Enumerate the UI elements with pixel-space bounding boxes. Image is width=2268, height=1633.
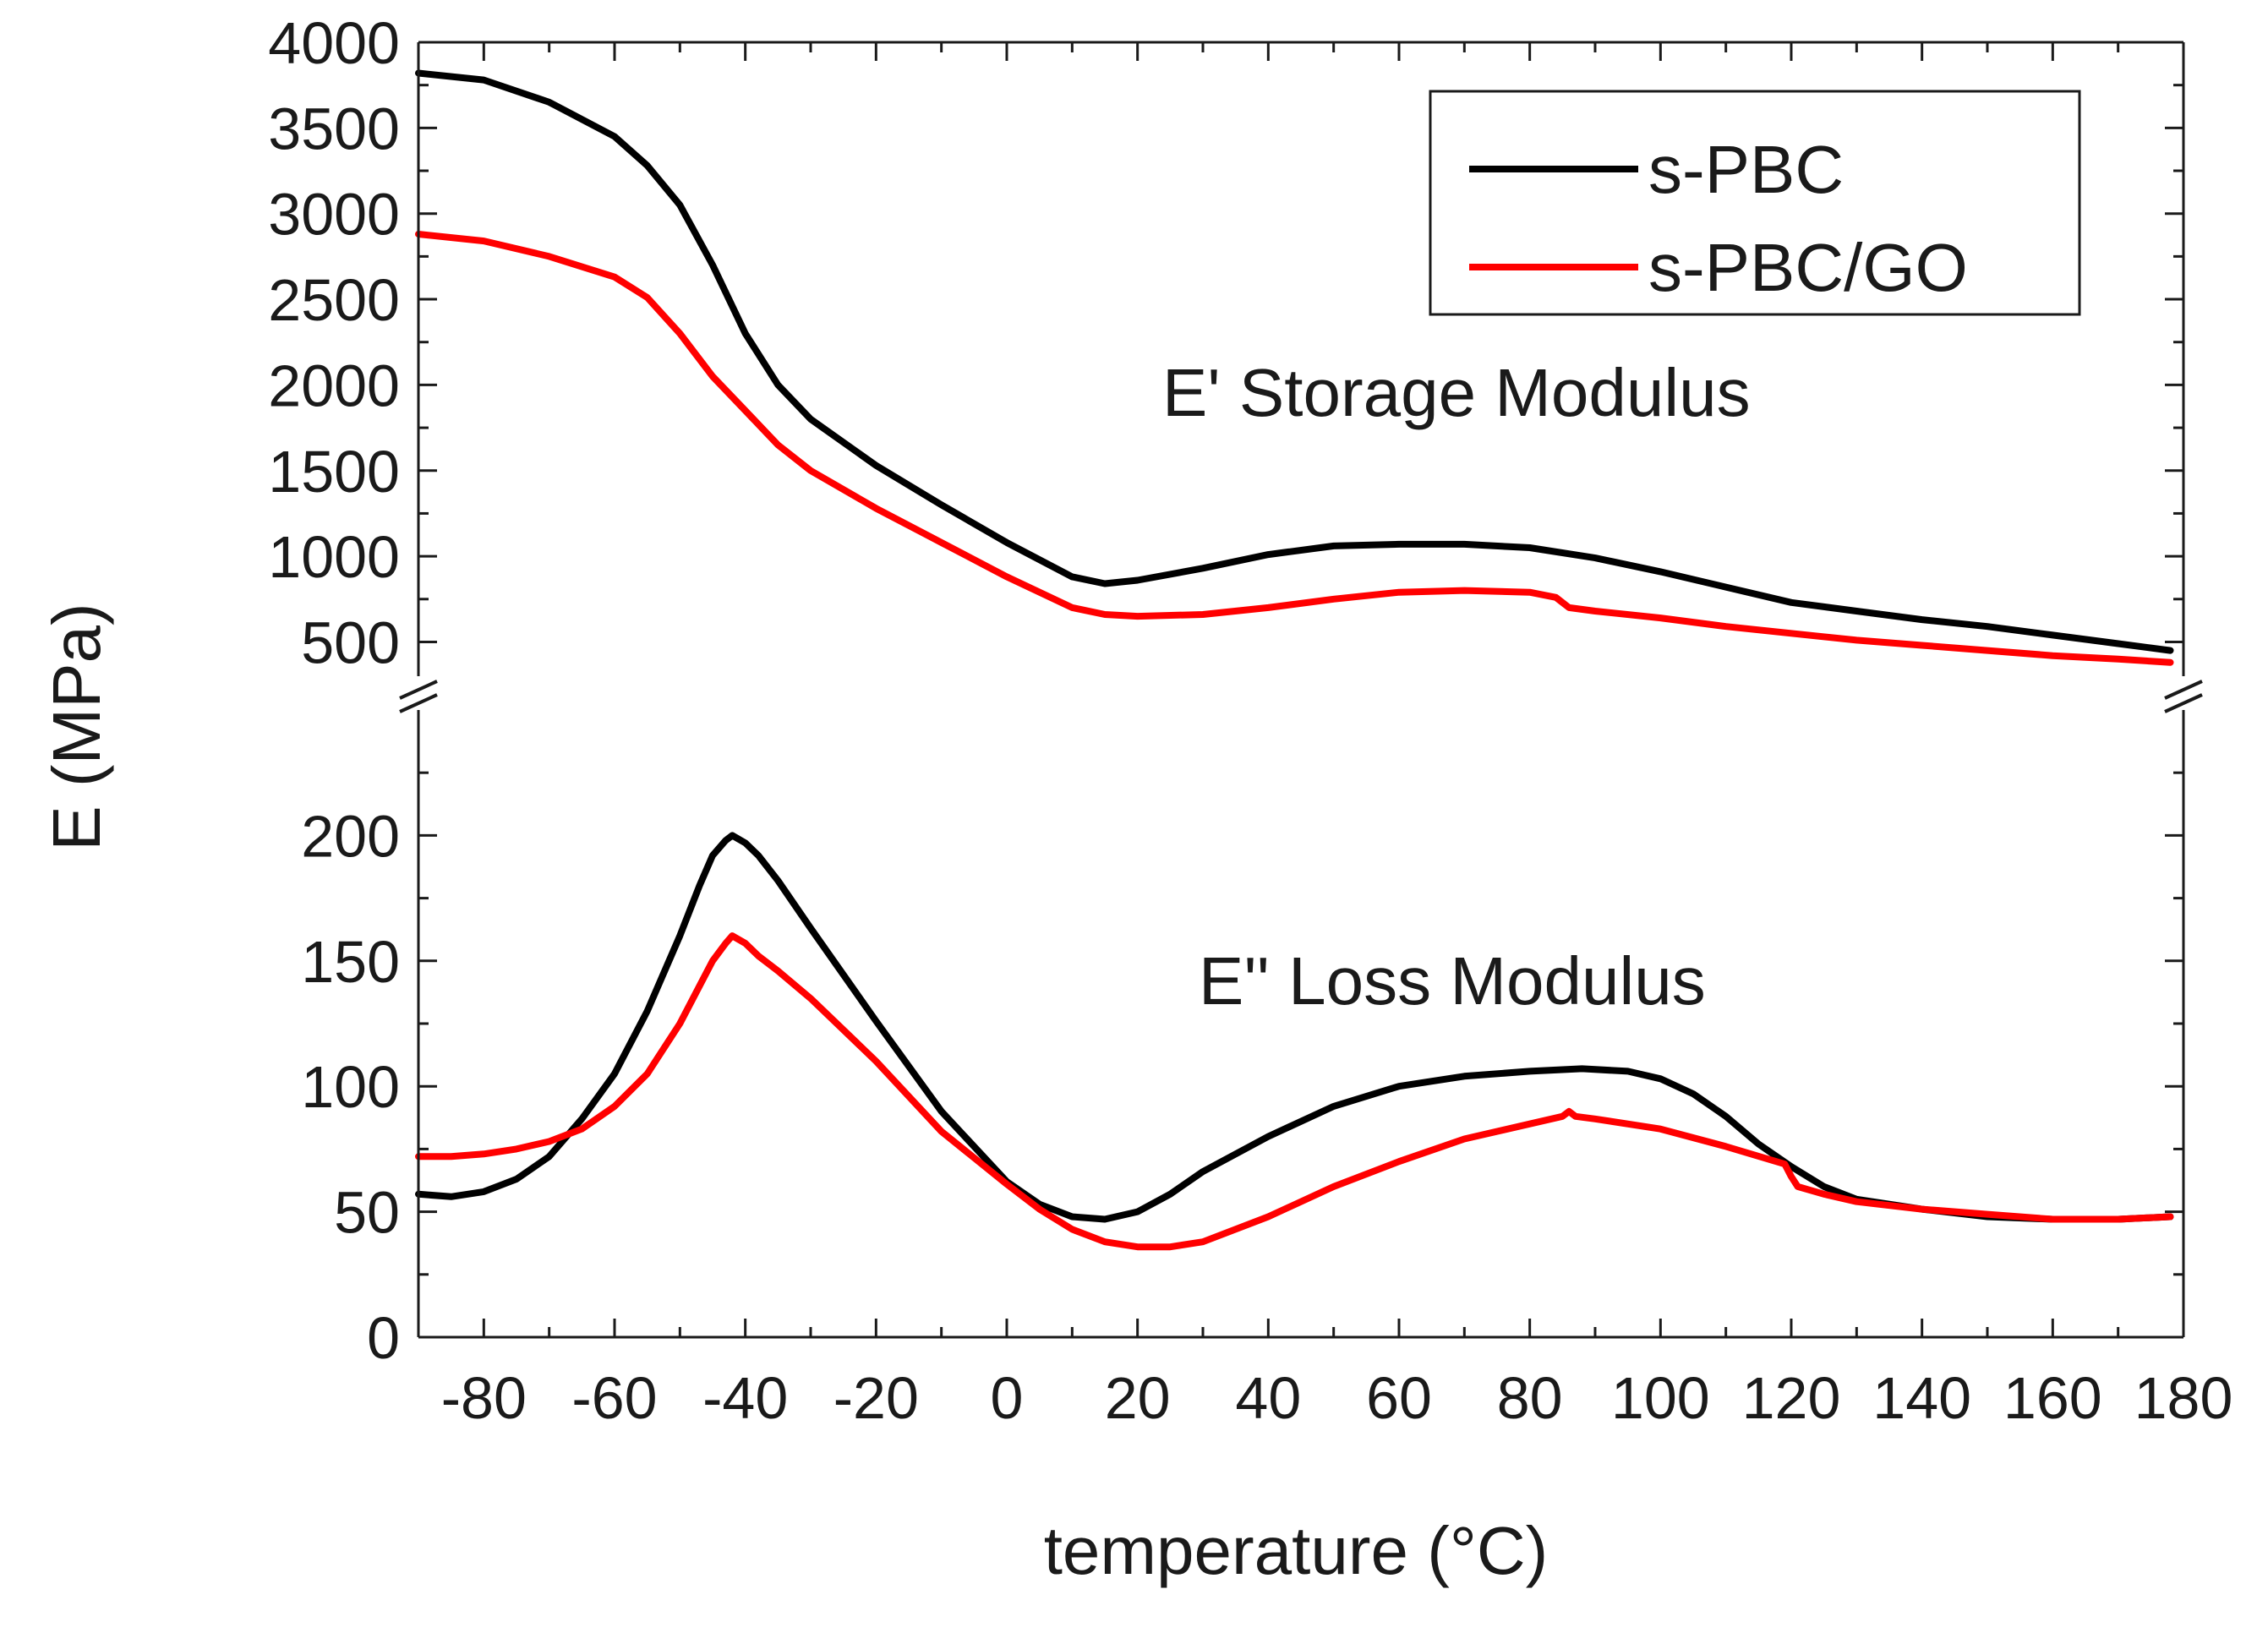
- y-tick-label-upper: 2500: [268, 267, 400, 333]
- x-tick-label: 80: [1497, 1365, 1563, 1431]
- storage-modulus-annotation: E' Storage Modulus: [1162, 355, 1751, 430]
- x-tick-label: 140: [1872, 1365, 1971, 1431]
- x-tick-label: 100: [1611, 1365, 1710, 1431]
- legend-label-s-pbc: s-PBC: [1648, 132, 1844, 207]
- tick-labels: -80 -60 -40 -20 0 20 40 60 80 100 120 140 160 1805001…: [268, 10, 2232, 1431]
- x-tick-label: -80: [441, 1365, 527, 1431]
- y-tick-label-upper: 2000: [268, 352, 400, 418]
- y-tick-label-upper: 1000: [268, 524, 400, 590]
- axis-break-mark-right-1: [2164, 680, 2203, 700]
- x-tick-label: 40: [1235, 1365, 1301, 1431]
- x-tick-label: 120: [1742, 1365, 1841, 1431]
- y-axis-title: E (MPa): [39, 603, 114, 850]
- x-axis-title: temperature (°C): [1044, 1513, 1549, 1588]
- y-tick-label-lower: 0: [367, 1305, 400, 1371]
- series-line-s-pbc-upper: [415, 69, 2174, 654]
- x-tick-label: -60: [571, 1365, 657, 1431]
- y-tick-label-lower: 150: [301, 929, 400, 995]
- axis-break-mark-right-2: [2164, 693, 2203, 713]
- series-line-s-pbc-go-upper: [415, 231, 2174, 666]
- x-tick-label: 60: [1366, 1365, 1432, 1431]
- y-tick-label-lower: 50: [334, 1180, 400, 1246]
- y-tick-label-upper: 4000: [268, 10, 400, 76]
- plot-frame: [399, 41, 2203, 1339]
- legend-box: [1429, 90, 2081, 316]
- legend: s-PBC s-PBC/GO: [1429, 90, 2081, 316]
- loss-modulus-annotation: E'' Loss Modulus: [1199, 943, 1706, 1019]
- y-tick-label-lower: 100: [301, 1054, 400, 1120]
- x-tick-label: 20: [1105, 1365, 1171, 1431]
- x-tick-label: 180: [2134, 1365, 2233, 1431]
- series-line-s-pbc-go-lower: [415, 932, 2174, 1251]
- x-tick-label: 160: [2003, 1365, 2102, 1431]
- axis-break-mark-left-2: [399, 693, 438, 713]
- series-lines: [415, 69, 2174, 1251]
- x-tick-label: -40: [702, 1365, 788, 1431]
- axis-break-mark-left-1: [399, 680, 438, 700]
- y-tick-label-upper: 3500: [268, 96, 400, 161]
- x-tick-label: -20: [833, 1365, 919, 1431]
- y-tick-label-upper: 1500: [268, 439, 400, 505]
- x-tick-label: 0: [991, 1365, 1024, 1431]
- legend-label-s-pbc-go: s-PBC/GO: [1648, 230, 1968, 305]
- y-tick-label-lower: 200: [301, 803, 400, 869]
- series-line-s-pbc-lower: [415, 832, 2174, 1223]
- y-tick-label-upper: 3000: [268, 182, 400, 248]
- y-tick-label-upper: 500: [301, 609, 400, 675]
